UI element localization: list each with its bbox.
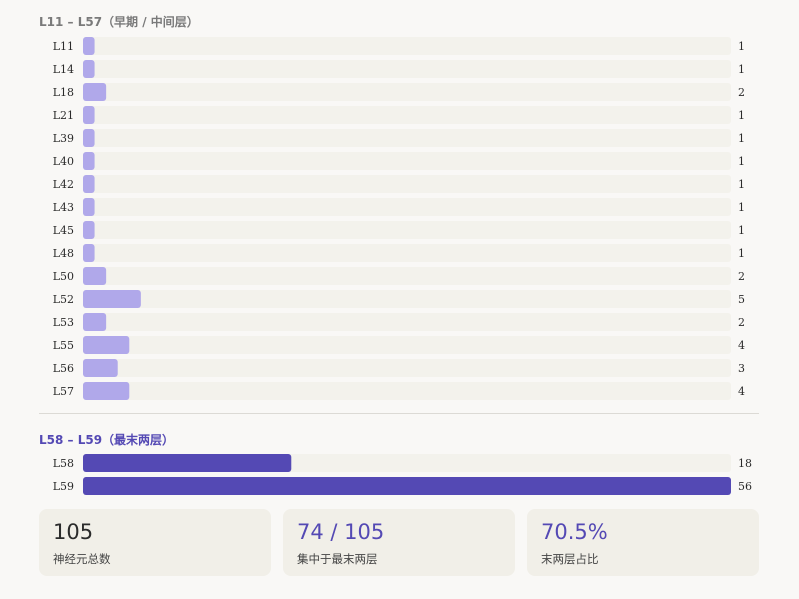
early-bar [83, 83, 107, 101]
late-value-label: 56 [738, 480, 752, 493]
late-category-label: L58 [53, 457, 74, 470]
early-category-label: L39 [53, 132, 74, 145]
early-bar [83, 336, 130, 354]
early-category-label: L56 [53, 362, 74, 375]
early-bar [83, 106, 95, 124]
stat-label-concentrated: 集中于最末两层 [297, 552, 378, 566]
early-value-label: 5 [738, 293, 745, 306]
early-category-label: L53 [53, 316, 74, 329]
early-bar [83, 382, 130, 400]
late-bar [83, 454, 292, 472]
early-category-label: L43 [53, 201, 74, 214]
early-section-title: L11 – L57（早期 / 中间层） [39, 15, 199, 29]
stat-value-concentrated: 74 / 105 [297, 520, 385, 544]
early-value-label: 1 [738, 132, 745, 145]
early-category-label: L55 [53, 339, 74, 352]
early-bar [83, 290, 141, 308]
stat-card-total: 105 神经元总数 [39, 509, 271, 576]
early-category-label: L14 [53, 63, 74, 76]
early-value-label: 1 [738, 63, 745, 76]
early-track [83, 336, 731, 354]
early-category-label: L40 [53, 155, 74, 168]
early-bar [83, 313, 107, 331]
early-value-label: 1 [738, 224, 745, 237]
early-value-label: 1 [738, 201, 745, 214]
late-bar [83, 477, 731, 495]
late-category-label: L59 [53, 480, 74, 493]
early-bar [83, 60, 95, 78]
early-bar [83, 198, 95, 216]
late-section-title: L58 – L59（最末两层） [39, 433, 175, 447]
early-bar [83, 152, 95, 170]
early-track [83, 267, 731, 285]
early-category-label: L21 [53, 109, 74, 122]
early-value-label: 2 [738, 316, 745, 329]
stat-card-concentrated: 74 / 105 集中于最末两层 [283, 509, 515, 576]
early-track [83, 290, 731, 308]
early-track [83, 60, 731, 78]
early-track [83, 198, 731, 216]
early-value-label: 2 [738, 270, 745, 283]
early-value-label: 1 [738, 155, 745, 168]
early-value-label: 2 [738, 86, 745, 99]
early-track [83, 221, 731, 239]
early-track [83, 175, 731, 193]
early-bar [83, 37, 95, 55]
early-category-label: L57 [53, 385, 74, 398]
stat-value-share: 70.5% [541, 520, 608, 544]
early-value-label: 4 [738, 339, 745, 352]
early-category-label: L52 [53, 293, 74, 306]
early-track [83, 313, 731, 331]
early-track [83, 83, 731, 101]
stat-value-total: 105 [53, 520, 94, 544]
early-bar [83, 359, 118, 377]
early-track [83, 359, 731, 377]
section-divider [39, 413, 759, 414]
early-value-label: 1 [738, 109, 745, 122]
early-category-label: L50 [53, 270, 74, 283]
bar-chart: L11 1 L14 1 L18 2 L21 1 L39 1 L40 1 L42 1 L43 1 L45 1 L48 1… [53, 37, 752, 495]
early-category-label: L42 [53, 178, 74, 191]
early-bar [83, 175, 95, 193]
early-track [83, 106, 731, 124]
early-bar [83, 221, 95, 239]
early-value-label: 1 [738, 247, 745, 260]
early-category-label: L45 [53, 224, 74, 237]
early-track [83, 129, 731, 147]
early-category-label: L11 [53, 40, 74, 53]
stat-label-share: 末两层占比 [541, 552, 599, 566]
late-value-label: 18 [738, 457, 752, 470]
early-value-label: 1 [738, 40, 745, 53]
early-category-label: L18 [53, 86, 74, 99]
early-bar [83, 244, 95, 262]
early-track [83, 382, 731, 400]
early-track [83, 37, 731, 55]
stat-card-share: 70.5% 末两层占比 [527, 509, 759, 576]
early-track [83, 244, 731, 262]
stat-label-total: 神经元总数 [53, 552, 111, 566]
early-track [83, 152, 731, 170]
early-value-label: 3 [738, 362, 745, 375]
early-category-label: L48 [53, 247, 74, 260]
early-bar [83, 129, 95, 147]
early-value-label: 4 [738, 385, 745, 398]
early-value-label: 1 [738, 178, 745, 191]
early-bar [83, 267, 107, 285]
